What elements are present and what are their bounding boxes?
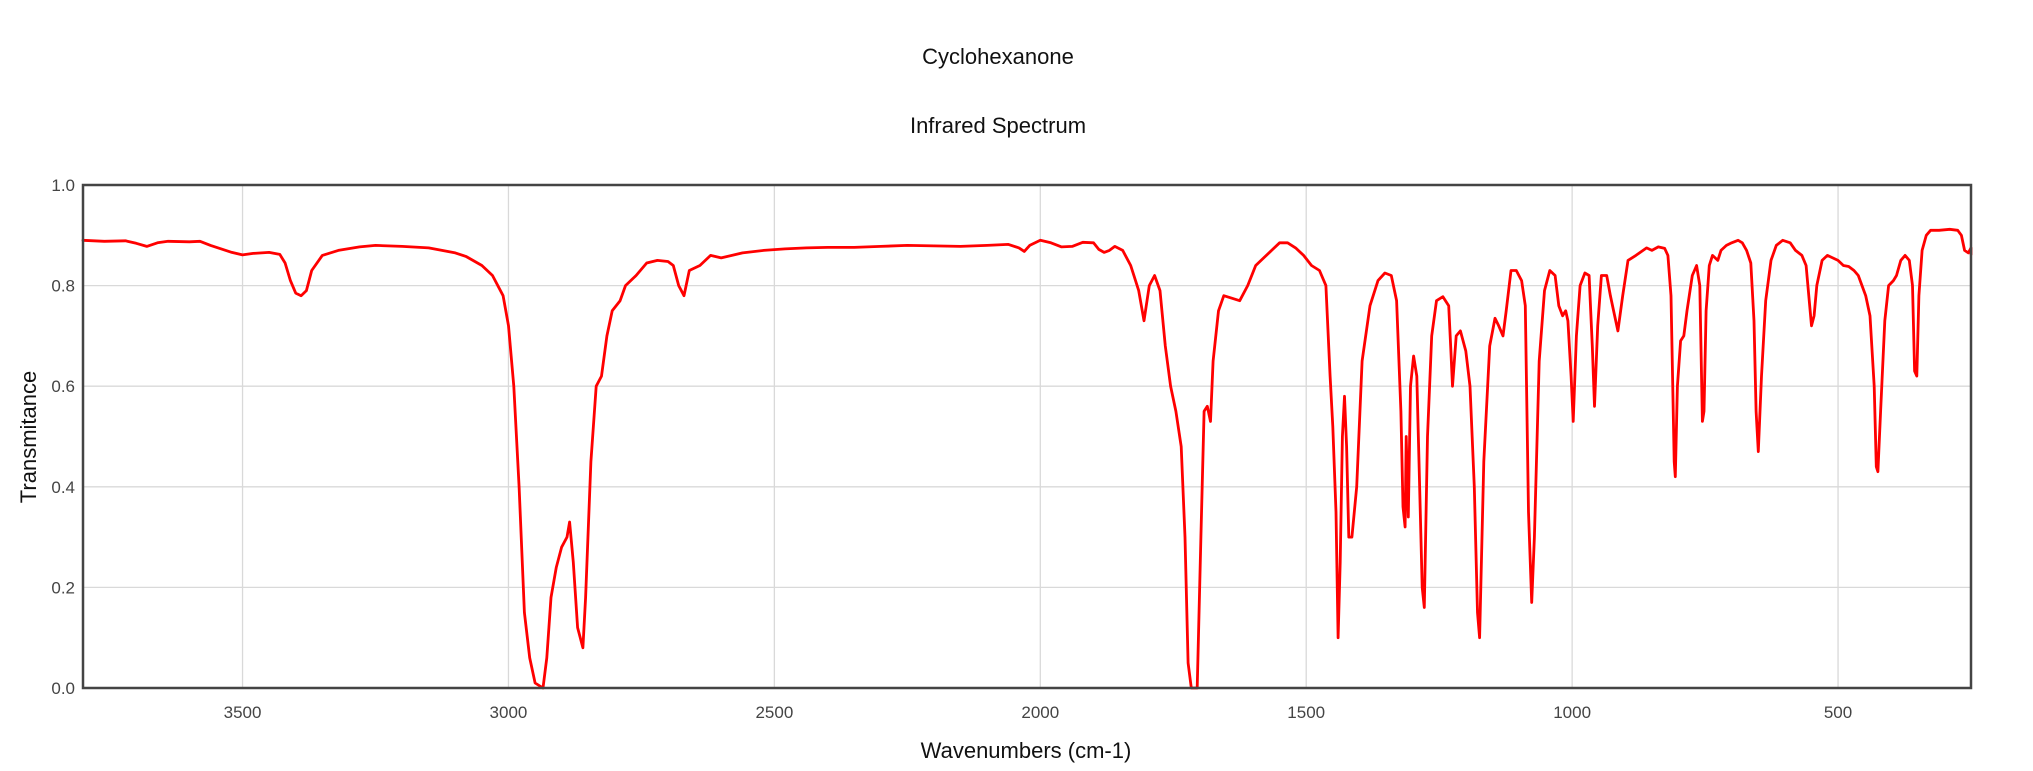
x-tick-label: 3500 (224, 703, 262, 722)
x-tick-label: 2000 (1021, 703, 1059, 722)
y-tick-label: 0.6 (51, 377, 75, 396)
x-tick-label: 1000 (1553, 703, 1591, 722)
y-tick-label: 1.0 (51, 176, 75, 195)
y-axis-label: Transmitance (16, 371, 41, 503)
plot-area (81, 227, 1973, 690)
y-tick-label: 0.4 (51, 478, 75, 497)
x-tick-label: 2500 (755, 703, 793, 722)
y-axis-ticks: 0.0 0.2 0.4 0.6 0.8 1.0 (51, 176, 75, 698)
y-tick-label: 0.2 (51, 578, 75, 597)
spectrum-line (81, 227, 1973, 690)
grid-lines (83, 184, 1971, 689)
chart-subtitle: Infrared Spectrum (910, 113, 1086, 138)
x-tick-label: 1500 (1287, 703, 1325, 722)
chart-title: Cyclohexanone (922, 44, 1074, 69)
plot-frame (81, 183, 1973, 690)
y-tick-label: 0.0 (51, 679, 75, 698)
x-axis-ticks: 3500 3000 2500 2000 1500 1000 500 (224, 703, 1853, 722)
y-tick-label: 0.8 (51, 277, 75, 296)
x-tick-label: 500 (1824, 703, 1852, 722)
x-tick-label: 3000 (490, 703, 528, 722)
x-axis-label: Wavenumbers (cm-1) (921, 738, 1132, 763)
